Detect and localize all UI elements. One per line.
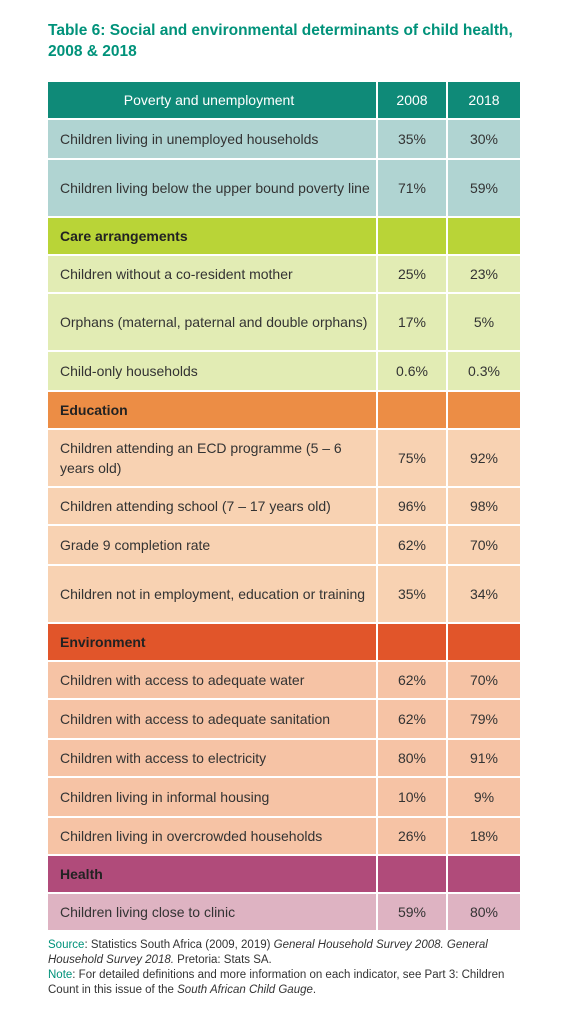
note-line: Note: For detailed definitions and more … <box>48 968 528 998</box>
section-header-environment: Environment <box>48 624 520 662</box>
source-italic: General Household Survey 2008. General H… <box>48 939 488 966</box>
table-row: Child-only households 0.6% 0.3% <box>48 352 520 392</box>
section-empty-2018 <box>446 218 520 254</box>
determinants-table: Poverty and unemployment 2008 2018 Child… <box>48 82 520 932</box>
indicator-label: Child-only households <box>60 363 198 379</box>
value-2018: 79% <box>446 700 520 738</box>
table-row: Children living in unemployed households… <box>48 120 520 160</box>
table-row: Children living close to clinic 59% 80% <box>48 894 520 932</box>
table-row: Children attending school (7 – 17 years … <box>48 488 520 526</box>
section-empty-2008 <box>376 856 446 892</box>
indicator-label: Children without a co-resident mother <box>60 266 293 282</box>
value-2008: 0.6% <box>376 352 446 390</box>
table-row: Children without a co-resident mother 25%… <box>48 256 520 294</box>
indicator-label: Children living close to clinic <box>60 904 236 920</box>
section-label: Environment <box>60 634 146 650</box>
indicator-label: Children living in overcrowded household… <box>60 828 323 844</box>
note-label: Note <box>48 969 73 981</box>
indicator-label: Children not in employment, education or… <box>60 586 366 602</box>
table-row: Children living in overcrowded household… <box>48 818 520 856</box>
section-empty-2008 <box>376 392 446 428</box>
value-2018: 23% <box>446 256 520 292</box>
value-2018: 98% <box>446 488 520 524</box>
indicator-label: Children living in informal housing <box>60 789 270 805</box>
value-2008: 10% <box>376 778 446 816</box>
value-2008: 35% <box>376 566 446 622</box>
value-2018: 70% <box>446 526 520 564</box>
header-poverty-label: Poverty and unemployment <box>123 92 295 108</box>
table-row: Orphans (maternal, paternal and double o… <box>48 294 520 352</box>
section-empty-2018 <box>446 624 520 660</box>
value-2008: 26% <box>376 818 446 854</box>
section-label: Education <box>60 402 128 418</box>
value-2018: 0.3% <box>446 352 520 390</box>
table-header-row: Poverty and unemployment 2008 2018 <box>48 82 520 120</box>
note-text: : For detailed definitions and more info… <box>48 969 505 996</box>
indicator-label: Children living below the upper bound po… <box>60 180 370 196</box>
note-italic: South African Child Gauge <box>177 984 313 996</box>
indicator-label: Children with access to electricity <box>60 750 267 766</box>
section-header-education: Education <box>48 392 520 430</box>
table-row: Children with access to adequate sanitat… <box>48 700 520 740</box>
value-2008: 62% <box>376 526 446 564</box>
source-label: Source <box>48 939 85 951</box>
note-tail: . <box>312 984 317 996</box>
value-2018: 34% <box>446 566 520 622</box>
table-row: Children with access to adequate water 62… <box>48 662 520 700</box>
value-2008: 25% <box>376 256 446 292</box>
value-2008: 71% <box>376 160 446 216</box>
value-2008: 80% <box>376 740 446 776</box>
source-tail: Pretoria: Stats SA. <box>173 954 272 966</box>
value-2008: 62% <box>376 662 446 698</box>
value-2018: 59% <box>446 160 520 216</box>
section-label: Care arrangements <box>60 228 188 244</box>
section-empty-2018 <box>446 856 520 892</box>
indicator-label: Grade 9 completion rate <box>60 537 211 553</box>
table-row: Children living in informal housing 10% 9% <box>48 778 520 818</box>
value-2018: 92% <box>446 430 520 486</box>
table-row: Children attending an ECD programme (5 –… <box>48 430 520 488</box>
value-2008: 62% <box>376 700 446 738</box>
section-empty-2018 <box>446 392 520 428</box>
section-header-health: Health <box>48 856 520 894</box>
value-2018: 30% <box>446 120 520 158</box>
section-empty-2008 <box>376 624 446 660</box>
section-header-care: Care arrangements <box>48 218 520 256</box>
source-line: Source: Statistics South Africa (2009, 2… <box>48 938 528 968</box>
value-2008: 17% <box>376 294 446 350</box>
value-2018: 80% <box>446 894 520 930</box>
section-empty-2008 <box>376 218 446 254</box>
value-2018: 70% <box>446 662 520 698</box>
value-2008: 96% <box>376 488 446 524</box>
table-row: Children living below the upper bound po… <box>48 160 520 218</box>
value-2008: 35% <box>376 120 446 158</box>
value-2018: 5% <box>446 294 520 350</box>
section-label: Health <box>60 866 103 882</box>
indicator-label: Children attending an ECD programme (5 –… <box>60 440 342 476</box>
table-row: Grade 9 completion rate 62% 70% <box>48 526 520 566</box>
table-row: Children not in employment, education or… <box>48 566 520 624</box>
header-2008: 2008 <box>376 82 446 118</box>
indicator-label: Orphans (maternal, paternal and double o… <box>60 314 368 330</box>
table-title: Table 6: Social and environmental determ… <box>48 22 513 60</box>
indicator-label: Children with access to adequate sanitat… <box>60 711 331 727</box>
indicator-label: Children with access to adequate water <box>60 672 305 688</box>
value-2018: 18% <box>446 818 520 854</box>
source-note: Source: Statistics South Africa (2009, 2… <box>48 938 528 998</box>
indicator-label: Children attending school (7 – 17 years … <box>60 498 331 514</box>
table-row: Children with access to electricity 80% 91… <box>48 740 520 778</box>
value-2018: 91% <box>446 740 520 776</box>
value-2008: 59% <box>376 894 446 930</box>
indicator-label: Children living in unemployed households <box>60 131 319 147</box>
header-2018: 2018 <box>446 82 520 118</box>
value-2018: 9% <box>446 778 520 816</box>
source-text: : Statistics South Africa (2009, 2019) <box>84 939 274 951</box>
value-2008: 75% <box>376 430 446 486</box>
